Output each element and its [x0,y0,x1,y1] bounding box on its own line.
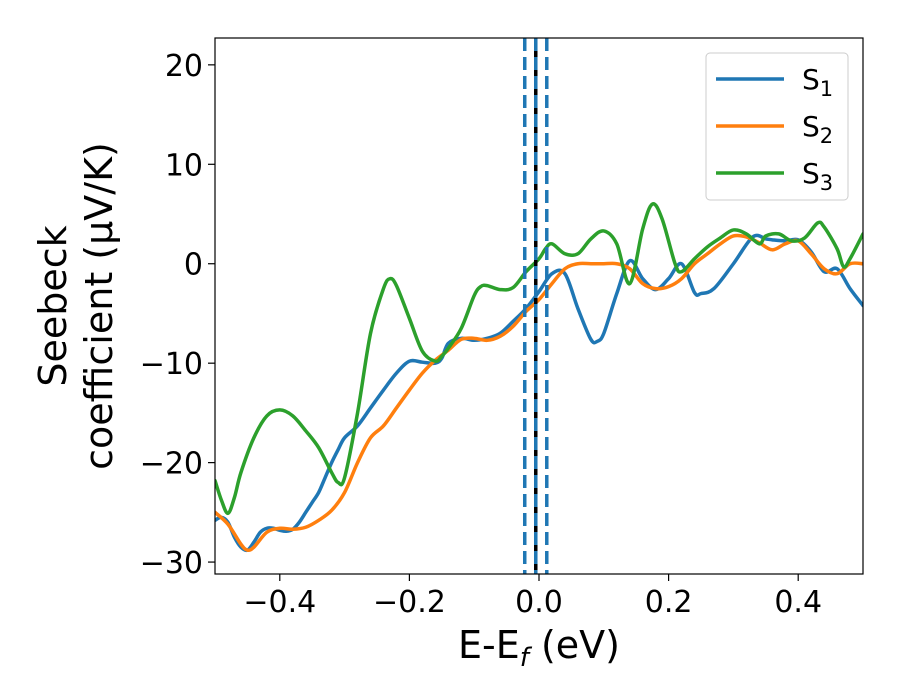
y-tick-label: −20 [140,447,203,482]
x-tick-label: 0.2 [645,585,693,620]
series-line-s3 [215,202,863,516]
x-axis-label-suffix: (eV) [529,623,620,667]
x-tick-label: 0.0 [515,585,563,620]
legend-label-s1: S1 [802,63,833,101]
legend-label-s2: S2 [802,110,833,148]
legend: S1 S2 S3 [705,52,849,201]
x-tick-label: 0.4 [774,585,822,620]
x-axis-ticks: −0.4 −0.2 0.0 0.2 0.4 [243,574,822,620]
x-axis-label: E-Ef (eV) [458,623,620,673]
series-line-s1 [215,233,863,553]
legend-label-s3: S3 [802,157,833,195]
y-axis-label-line1: Seebeck [31,225,75,386]
y-axis-label: Seebeck coefficient (μV/K) [31,142,121,470]
y-tick-label: 10 [165,148,203,183]
y-tick-label: 0 [184,248,203,283]
x-tick-label: −0.4 [243,585,316,620]
y-axis-ticks: −30 −20 −10 0 10 20 [140,49,215,581]
reference-lines [522,38,549,574]
y-axis-label-line2: coefficient (μV/K) [77,142,121,470]
x-axis-label-main: E-E [458,623,520,667]
series-layer [215,202,863,553]
x-tick-label: −0.2 [373,585,446,620]
y-tick-label: −30 [140,546,203,581]
y-tick-label: 20 [165,49,203,84]
y-tick-label: −10 [140,347,203,382]
